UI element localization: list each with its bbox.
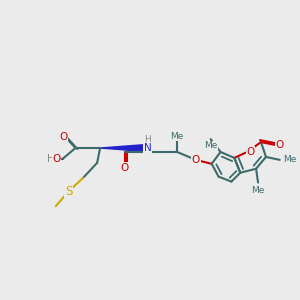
Text: S: S (65, 185, 72, 198)
Text: H: H (47, 154, 55, 164)
Text: Me: Me (204, 141, 218, 150)
Text: H: H (144, 135, 151, 144)
Text: O: O (192, 155, 200, 165)
Text: Me: Me (251, 185, 265, 194)
Polygon shape (100, 145, 146, 152)
Text: O: O (52, 154, 61, 164)
Text: N: N (144, 143, 152, 153)
Text: Me: Me (283, 155, 296, 164)
Text: O: O (276, 140, 284, 150)
Text: Me: Me (170, 132, 184, 141)
Text: O: O (246, 147, 254, 157)
Text: O: O (121, 163, 129, 173)
Text: O: O (59, 132, 68, 142)
